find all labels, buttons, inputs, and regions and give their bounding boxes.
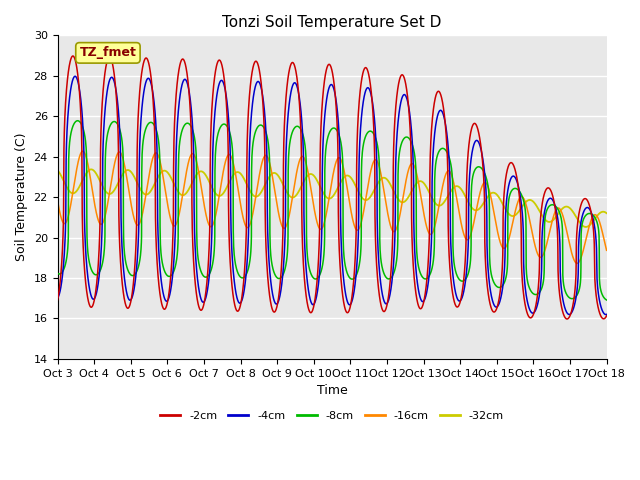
Text: TZ_fmet: TZ_fmet xyxy=(79,47,136,60)
Legend: -2cm, -4cm, -8cm, -16cm, -32cm: -2cm, -4cm, -8cm, -16cm, -32cm xyxy=(156,407,508,425)
Y-axis label: Soil Temperature (C): Soil Temperature (C) xyxy=(15,133,28,262)
X-axis label: Time: Time xyxy=(317,384,348,397)
Title: Tonzi Soil Temperature Set D: Tonzi Soil Temperature Set D xyxy=(222,15,442,30)
